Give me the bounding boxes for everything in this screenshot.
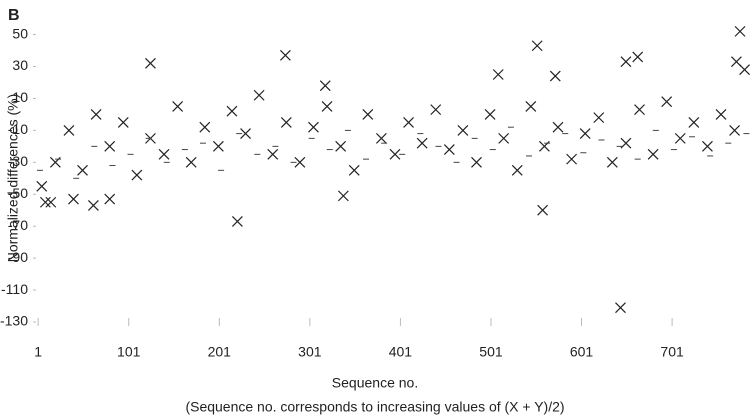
x-tick-label: 501 <box>479 344 503 360</box>
cross-marker <box>231 215 243 227</box>
cross-marker <box>579 128 591 140</box>
cross-marker <box>335 140 347 152</box>
cross-marker <box>90 108 102 120</box>
cross-marker <box>593 112 605 124</box>
cross-marker <box>620 137 632 149</box>
y-tick-label: -10 <box>8 121 28 137</box>
cross-marker <box>552 121 564 133</box>
cross-marker <box>403 116 414 128</box>
cross-marker <box>36 180 48 192</box>
cross-marker <box>702 140 713 152</box>
cross-marker <box>375 132 387 144</box>
cross-marker <box>549 70 561 82</box>
y-axis-label: Normalized differences (%) <box>5 94 21 263</box>
cross-marker <box>279 49 291 61</box>
cross-marker <box>337 190 349 202</box>
cross-marker <box>457 124 469 136</box>
x-axis-note: (Sequence no. corresponds to increasing … <box>185 399 564 415</box>
cross-marker <box>416 137 428 149</box>
x-tick-label: 201 <box>208 344 232 360</box>
cross-marker <box>661 96 673 108</box>
y-tick-label: -130 <box>0 313 28 329</box>
x-tick-label: 301 <box>298 344 322 360</box>
x-tick-label: 601 <box>570 344 594 360</box>
panel-label: B <box>8 7 20 24</box>
cross-marker <box>87 200 99 211</box>
cross-marker <box>294 156 306 168</box>
cross-marker <box>319 80 331 92</box>
cross-marker <box>471 156 482 168</box>
cross-marker <box>308 121 319 133</box>
cross-marker <box>145 57 156 69</box>
y-tick-label: 50 <box>12 25 28 41</box>
x-tick-label: 1 <box>34 344 42 360</box>
cross-marker <box>240 128 251 140</box>
cross-marker <box>321 101 333 112</box>
cross-marker <box>734 25 746 37</box>
y-tick-label: -30 <box>8 153 28 169</box>
cross-marker <box>484 108 496 120</box>
y-tick-label: -110 <box>1 281 28 297</box>
cross-marker <box>620 56 632 68</box>
cross-marker <box>430 104 442 116</box>
cross-marker <box>715 108 727 120</box>
cross-marker <box>131 169 143 181</box>
x-tick-label: 701 <box>660 344 684 360</box>
cross-marker <box>39 196 51 208</box>
cross-marker <box>389 148 401 160</box>
y-tick-label: 30 <box>12 57 28 73</box>
cross-marker <box>185 156 197 168</box>
cross-marker <box>117 116 129 128</box>
cross-marker <box>158 148 170 160</box>
cross-marker <box>443 144 455 155</box>
cross-marker <box>739 64 750 76</box>
cross-marker <box>615 302 626 314</box>
x-tick-label: 401 <box>389 344 413 360</box>
cross-marker <box>226 105 238 117</box>
cross-marker <box>634 104 645 116</box>
cross-marker <box>172 101 184 112</box>
y-tick-label: -50 <box>8 185 28 201</box>
x-axis-label: Sequence no. <box>332 375 418 391</box>
cross-marker <box>253 89 265 101</box>
cross-marker <box>362 108 374 120</box>
cross-marker <box>104 193 116 205</box>
cross-marker <box>498 132 510 144</box>
cross-marker <box>525 101 537 112</box>
cross-marker <box>199 121 211 133</box>
cross-marker <box>212 140 224 152</box>
cross-marker <box>647 148 659 160</box>
cross-marker <box>68 193 79 205</box>
cross-marker <box>77 164 88 176</box>
cross-marker <box>280 116 292 128</box>
x-tick-label: 101 <box>117 344 141 360</box>
cross-marker <box>104 140 116 152</box>
y-tick-label: 10 <box>12 89 28 105</box>
cross-marker <box>537 204 549 216</box>
cross-marker <box>348 164 360 176</box>
cross-marker <box>632 51 644 63</box>
cross-marker <box>674 132 686 144</box>
cross-marker <box>606 156 618 168</box>
cross-marker <box>688 116 700 128</box>
y-tick-label: -70 <box>8 217 28 233</box>
cross-marker <box>531 40 543 52</box>
cross-marker <box>45 196 57 208</box>
cross-marker <box>267 148 279 160</box>
cross-marker <box>511 164 523 176</box>
cross-marker <box>63 124 75 136</box>
cross-marker <box>566 153 578 165</box>
cross-marker <box>492 69 504 80</box>
y-tick-label: -90 <box>8 249 28 265</box>
cross-marker <box>729 124 741 136</box>
